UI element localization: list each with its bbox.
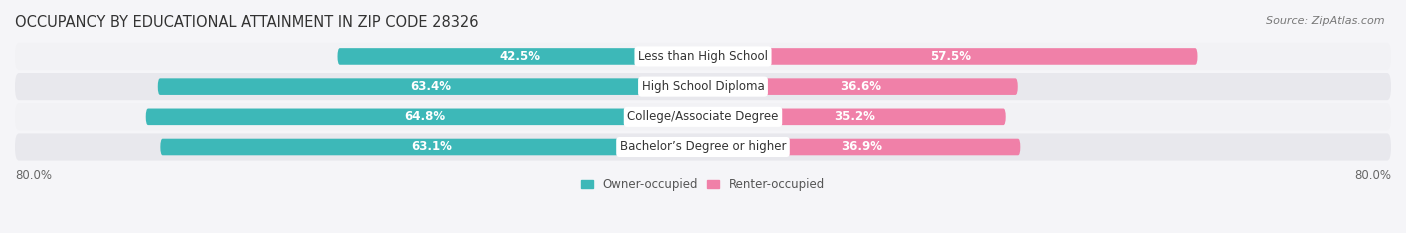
FancyBboxPatch shape — [160, 139, 703, 155]
FancyBboxPatch shape — [15, 134, 1391, 161]
Text: Bachelor’s Degree or higher: Bachelor’s Degree or higher — [620, 140, 786, 154]
FancyBboxPatch shape — [15, 43, 1391, 70]
Text: Source: ZipAtlas.com: Source: ZipAtlas.com — [1267, 16, 1385, 26]
Text: 42.5%: 42.5% — [499, 50, 541, 63]
FancyBboxPatch shape — [703, 139, 1021, 155]
Text: Less than High School: Less than High School — [638, 50, 768, 63]
FancyBboxPatch shape — [15, 103, 1391, 130]
Text: 63.4%: 63.4% — [411, 80, 451, 93]
Text: 80.0%: 80.0% — [15, 169, 52, 182]
Text: OCCUPANCY BY EDUCATIONAL ATTAINMENT IN ZIP CODE 28326: OCCUPANCY BY EDUCATIONAL ATTAINMENT IN Z… — [15, 15, 478, 30]
FancyBboxPatch shape — [157, 78, 703, 95]
Text: High School Diploma: High School Diploma — [641, 80, 765, 93]
Text: 35.2%: 35.2% — [834, 110, 875, 123]
Text: 57.5%: 57.5% — [929, 50, 970, 63]
Text: 36.9%: 36.9% — [841, 140, 882, 154]
FancyBboxPatch shape — [146, 109, 703, 125]
Text: 80.0%: 80.0% — [1354, 169, 1391, 182]
Legend: Owner-occupied, Renter-occupied: Owner-occupied, Renter-occupied — [581, 178, 825, 192]
Text: 36.6%: 36.6% — [839, 80, 882, 93]
FancyBboxPatch shape — [337, 48, 703, 65]
Text: College/Associate Degree: College/Associate Degree — [627, 110, 779, 123]
Text: 63.1%: 63.1% — [411, 140, 453, 154]
FancyBboxPatch shape — [703, 48, 1198, 65]
Text: 64.8%: 64.8% — [404, 110, 444, 123]
FancyBboxPatch shape — [703, 78, 1018, 95]
FancyBboxPatch shape — [15, 73, 1391, 100]
FancyBboxPatch shape — [703, 109, 1005, 125]
